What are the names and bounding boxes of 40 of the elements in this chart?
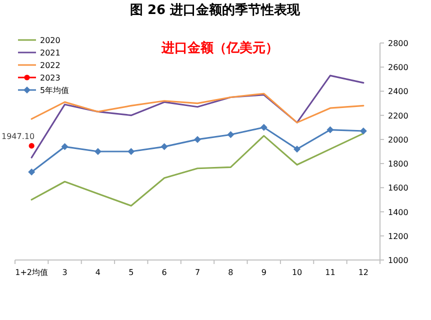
point xyxy=(360,128,367,135)
x-tick-label: 8 xyxy=(228,268,234,277)
point xyxy=(326,126,334,134)
data-label: 1947.10 xyxy=(1,132,35,141)
point xyxy=(227,131,234,138)
point xyxy=(94,148,102,155)
y-tick-label: 1600 xyxy=(388,184,408,193)
legend-label: 2022 xyxy=(40,61,60,70)
y-tick-label: 2000 xyxy=(388,135,408,144)
legend-label: 2023 xyxy=(40,74,60,82)
chart-title: 图 26 进口金额的季节性表现 xyxy=(130,2,302,18)
x-tick-label: 11 xyxy=(325,268,336,277)
point xyxy=(28,168,36,176)
x-tick-label: 3 xyxy=(62,268,68,277)
y-tick-label: 2600 xyxy=(388,63,408,72)
y-tick-label: 1000 xyxy=(388,256,408,265)
y-tick-label: 1400 xyxy=(388,208,408,217)
legend-label: 2020 xyxy=(40,36,60,45)
chart-subtitle: 进口金额（亿美元） xyxy=(160,40,278,56)
x-tick-label: 1+2均值 xyxy=(15,268,48,277)
x-tick-label: 12 xyxy=(358,268,369,277)
y-tick-label: 2800 xyxy=(388,39,408,48)
x-tick-label: 7 xyxy=(194,268,200,277)
point xyxy=(128,148,135,155)
y-tick-label: 2200 xyxy=(388,111,408,120)
point xyxy=(160,143,168,150)
point xyxy=(260,124,268,131)
point xyxy=(61,143,68,150)
legend-label: 2021 xyxy=(40,48,60,58)
x-tick-label: 4 xyxy=(95,268,100,277)
y-tick-label: 2400 xyxy=(388,87,408,96)
x-tick-label: 6 xyxy=(162,268,167,277)
point xyxy=(294,146,301,153)
y-tick-label: 1200 xyxy=(388,232,408,241)
y-tick-label: 1800 xyxy=(388,160,408,169)
x-tick-label: 10 xyxy=(292,268,302,277)
x-tick-label: 5 xyxy=(128,268,134,277)
point xyxy=(194,136,201,143)
legend-label: 5年均值 xyxy=(40,86,70,95)
x-tick-label: 9 xyxy=(261,268,266,277)
